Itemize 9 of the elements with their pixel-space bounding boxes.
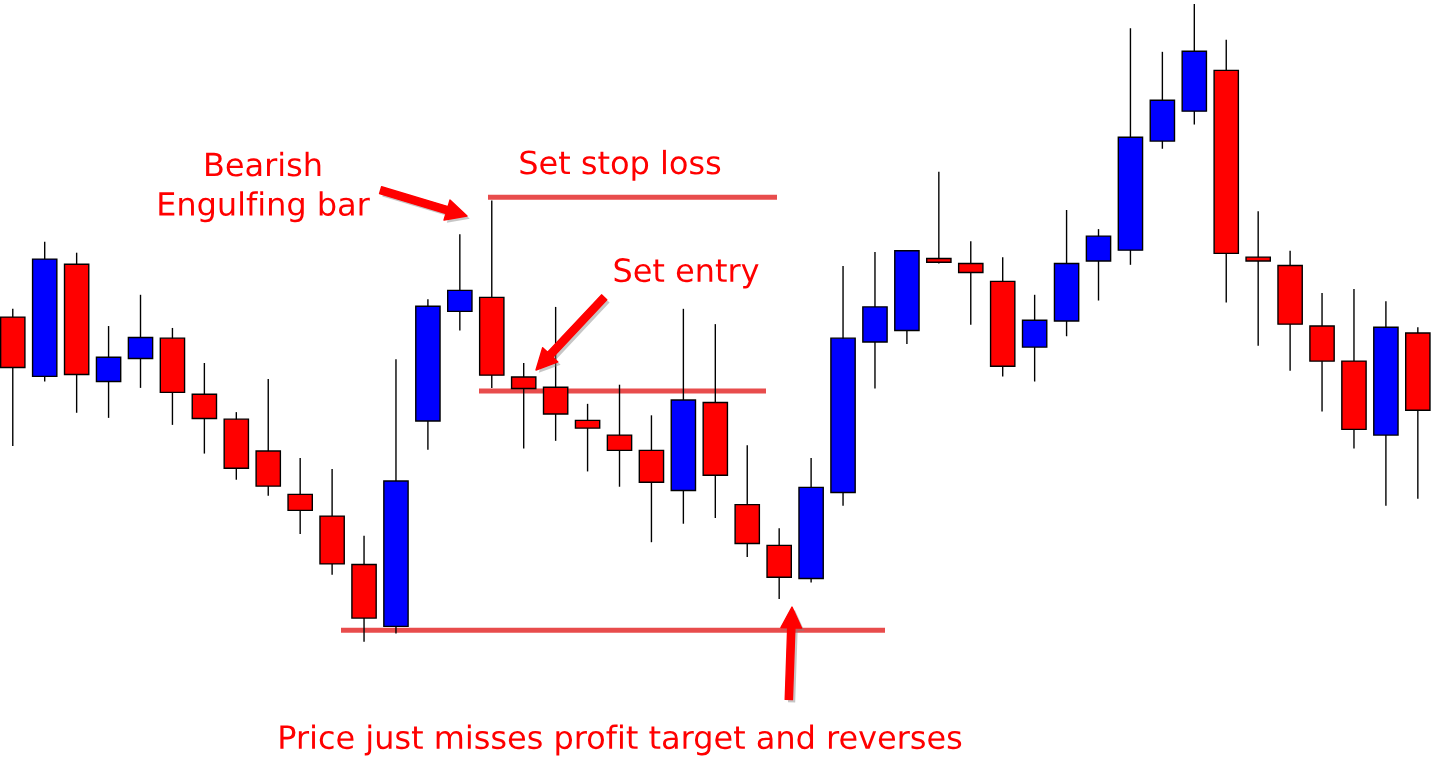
candlestick [510, 362, 537, 450]
ref-line-label: Set stop loss [520, 149, 721, 181]
candlestick [1245, 210, 1272, 347]
candlestick [926, 171, 952, 265]
candlestick [574, 403, 601, 473]
candlestick [957, 240, 984, 326]
text: Price just misses profit target and reverses [280, 724, 962, 756]
annotation: Bearish Engulfing bar [159, 151, 370, 223]
annotation: Set entry [614, 258, 759, 289]
